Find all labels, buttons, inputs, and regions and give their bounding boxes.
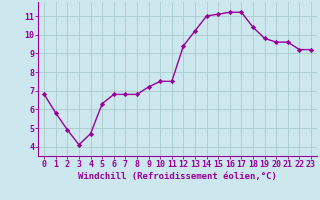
X-axis label: Windchill (Refroidissement éolien,°C): Windchill (Refroidissement éolien,°C) <box>78 172 277 181</box>
